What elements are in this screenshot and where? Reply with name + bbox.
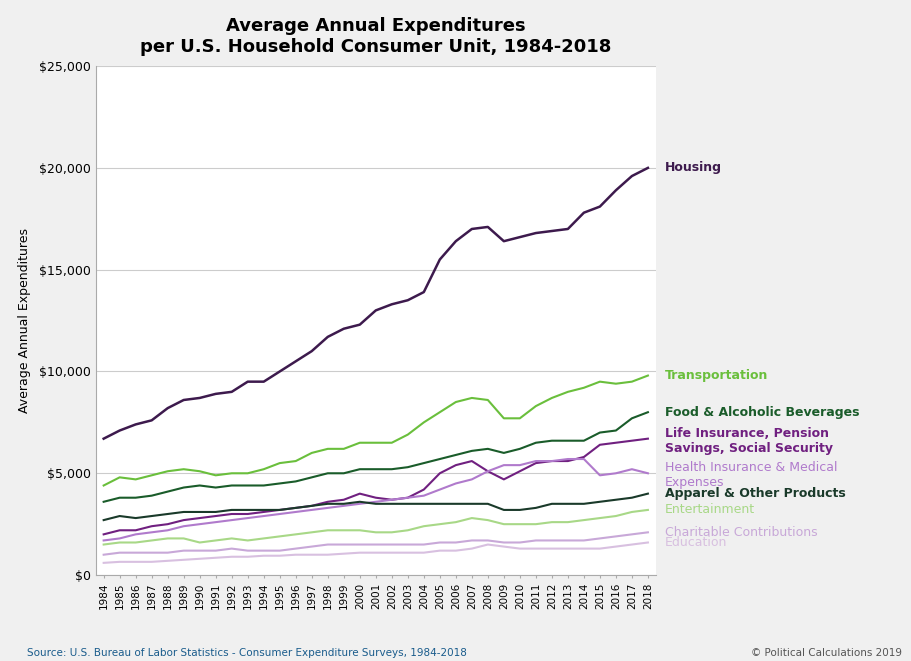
Text: Entertainment: Entertainment <box>665 504 755 516</box>
Text: Health Insurance & Medical
Expenses: Health Insurance & Medical Expenses <box>665 461 837 489</box>
Text: Life Insurance, Pension
Savings, Social Security: Life Insurance, Pension Savings, Social … <box>665 427 833 455</box>
Text: Source: U.S. Bureau of Labor Statistics - Consumer Expenditure Surveys, 1984-201: Source: U.S. Bureau of Labor Statistics … <box>27 648 467 658</box>
Y-axis label: Average Annual Expenditures: Average Annual Expenditures <box>17 228 31 413</box>
Text: Charitable Contributions: Charitable Contributions <box>665 525 818 539</box>
Title: Average Annual Expenditures
per U.S. Household Consumer Unit, 1984-2018: Average Annual Expenditures per U.S. Hou… <box>140 17 611 56</box>
Text: Housing: Housing <box>665 161 722 175</box>
Text: © Political Calculations 2019: © Political Calculations 2019 <box>751 648 902 658</box>
Text: Apparel & Other Products: Apparel & Other Products <box>665 487 845 500</box>
Text: Food & Alcoholic Beverages: Food & Alcoholic Beverages <box>665 406 860 418</box>
Text: Education: Education <box>665 536 727 549</box>
Text: Transportation: Transportation <box>665 369 768 382</box>
